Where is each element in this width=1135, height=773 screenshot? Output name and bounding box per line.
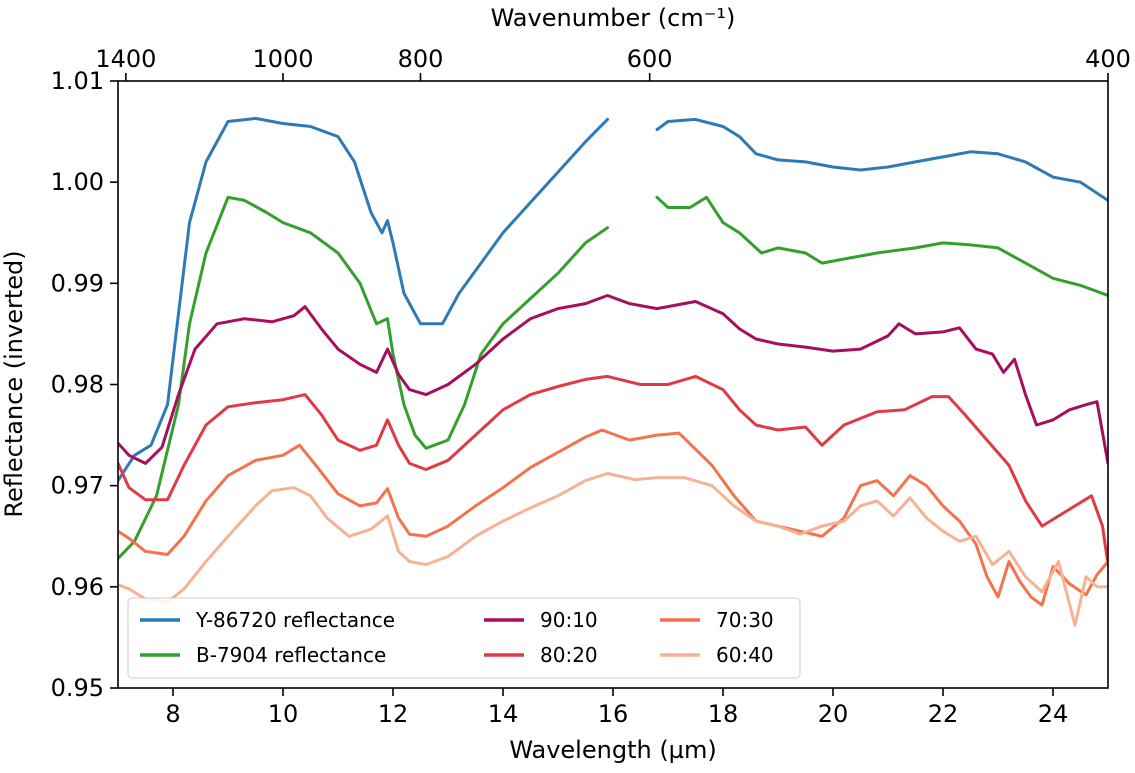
series-line-6-segment-1 (118, 472, 1108, 627)
top-tick-label: 400 (1085, 45, 1131, 73)
y-tick-label: 1.01 (51, 67, 104, 95)
series-line-4-segment-1 (118, 374, 1108, 567)
series-line-1-segment-1 (118, 116, 609, 483)
legend-label: 80:20 (540, 643, 598, 667)
x-tick-label: 22 (928, 700, 959, 728)
legend: Y-86720 reflectance B-7904 reflectance 90:… (127, 597, 801, 679)
y-tick-label: 0.95 (51, 674, 104, 702)
series-line-2-segment-2 (655, 195, 1108, 297)
top-tick-label: 1400 (95, 45, 156, 73)
y-tick-label: 1.00 (51, 168, 104, 196)
x-tick-label: 16 (598, 700, 629, 728)
top-tick-label: 800 (398, 45, 444, 73)
x-axis-title: Wavelength (µm) (509, 736, 716, 764)
plot-frame (117, 80, 1109, 689)
x-tick-label: 20 (818, 700, 849, 728)
legend-label: Y-86720 reflectance (195, 608, 395, 632)
legend-label: 70:30 (716, 608, 774, 632)
legend-box (127, 597, 801, 679)
x-tick-label: 24 (1038, 700, 1069, 728)
x-tick-label: 14 (488, 700, 519, 728)
series-line-1-segment-2 (655, 117, 1108, 202)
series-line-2-segment-1 (118, 195, 609, 560)
y-tick-label: 0.98 (51, 371, 104, 399)
legend-label: 60:40 (716, 643, 774, 667)
legend-label: B-7904 reflectance (196, 643, 386, 667)
ticks-layer: 8 10 12 14 16 18 20 22 24 0.95 0.96 0.97 0.98 0.99 1.0… (51, 45, 1131, 728)
y-tick-label: 0.97 (51, 472, 104, 500)
x-tick-label: 18 (708, 700, 739, 728)
x-tick-label: 8 (165, 700, 180, 728)
series-line-5-segment-1 (118, 428, 1108, 607)
top-tick-label: 600 (627, 45, 673, 73)
y-tick-label: 0.99 (51, 269, 104, 297)
top-tick-label: 1000 (252, 45, 313, 73)
x-tick-label: 12 (378, 700, 409, 728)
series-line-3-segment-1 (118, 294, 1108, 465)
y-tick-label: 0.96 (51, 573, 104, 601)
x-tick-label: 10 (268, 700, 299, 728)
series-layer (118, 116, 1108, 627)
top-axis-title: Wavenumber (cm⁻¹) (491, 4, 736, 32)
y-axis-title: Reflectance (inverted) (0, 250, 28, 517)
legend-label: 90:10 (540, 608, 598, 632)
